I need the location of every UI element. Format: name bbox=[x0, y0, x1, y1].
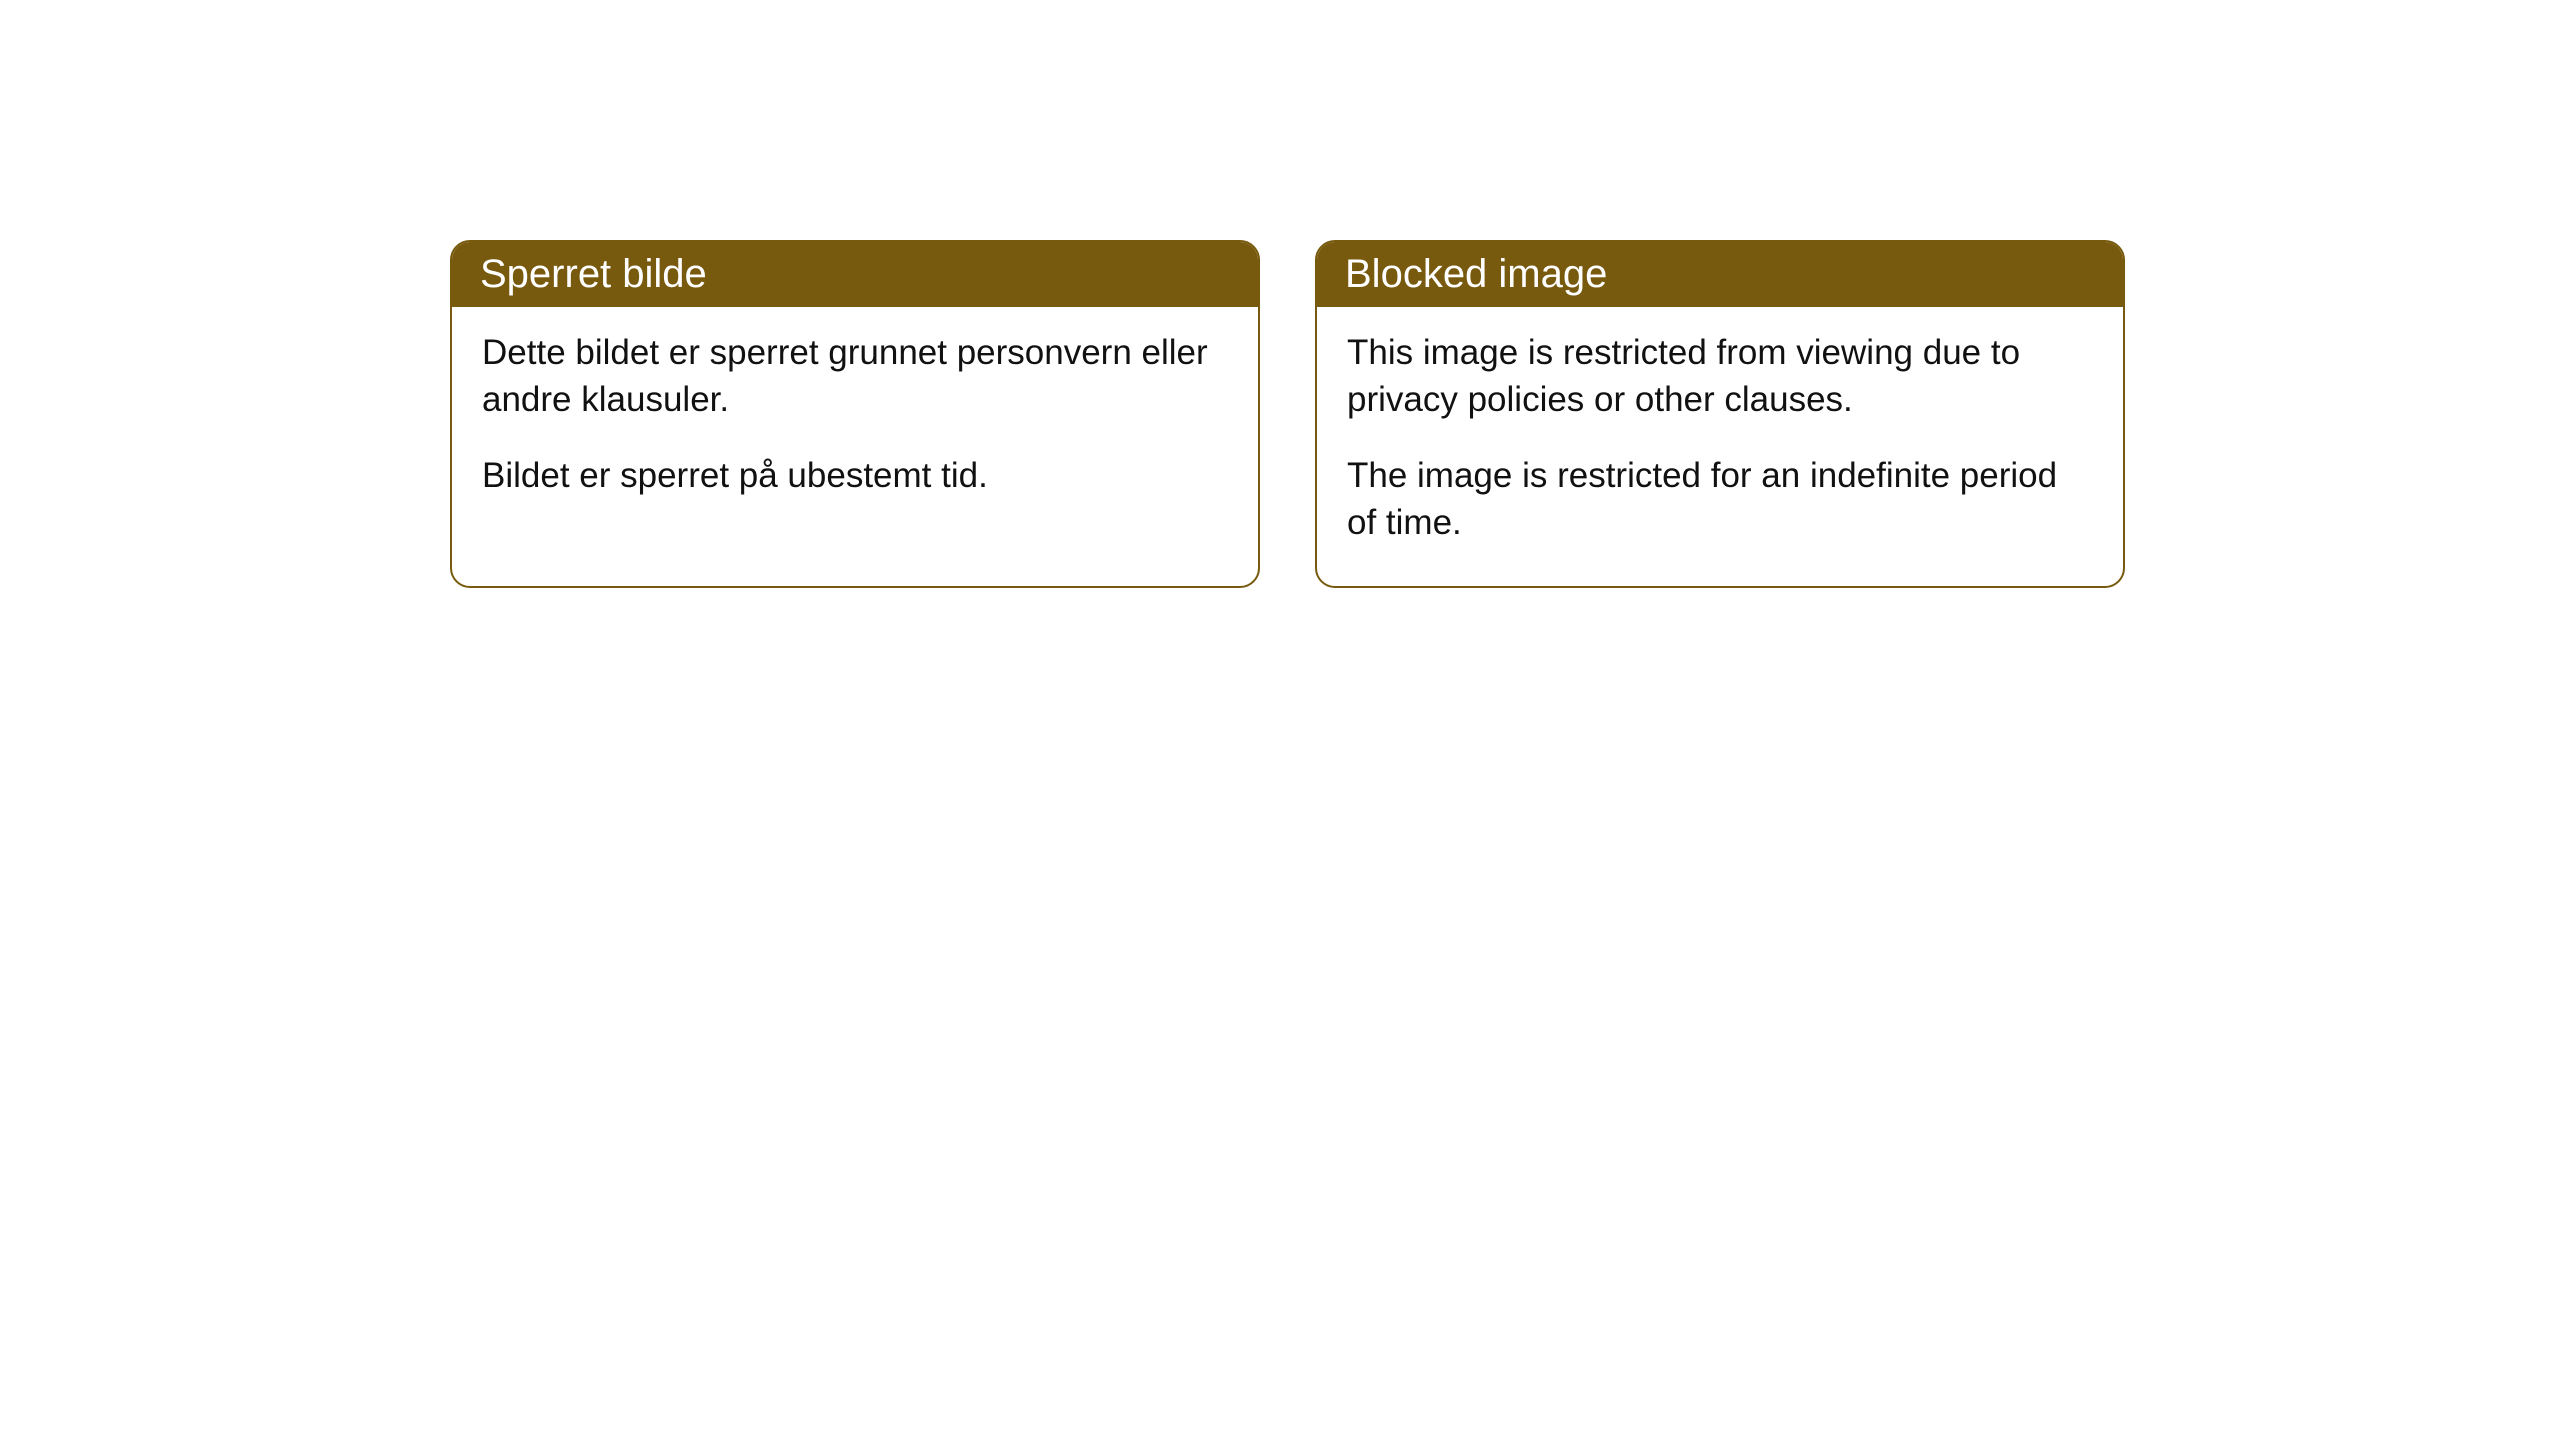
card-body: This image is restricted from viewing du… bbox=[1317, 307, 2123, 586]
notice-container: Sperret bilde Dette bildet er sperret gr… bbox=[450, 240, 2125, 588]
card-paragraph: The image is restricted for an indefinit… bbox=[1347, 452, 2093, 547]
card-title: Blocked image bbox=[1345, 252, 1607, 296]
notice-card-english: Blocked image This image is restricted f… bbox=[1315, 240, 2125, 588]
card-paragraph: Dette bildet er sperret grunnet personve… bbox=[482, 329, 1228, 424]
notice-card-norwegian: Sperret bilde Dette bildet er sperret gr… bbox=[450, 240, 1260, 588]
card-paragraph: This image is restricted from viewing du… bbox=[1347, 329, 2093, 424]
card-header: Blocked image bbox=[1317, 242, 2123, 307]
card-title: Sperret bilde bbox=[480, 252, 707, 296]
card-paragraph: Bildet er sperret på ubestemt tid. bbox=[482, 452, 1228, 499]
card-header: Sperret bilde bbox=[452, 242, 1258, 307]
card-body: Dette bildet er sperret grunnet personve… bbox=[452, 307, 1258, 539]
